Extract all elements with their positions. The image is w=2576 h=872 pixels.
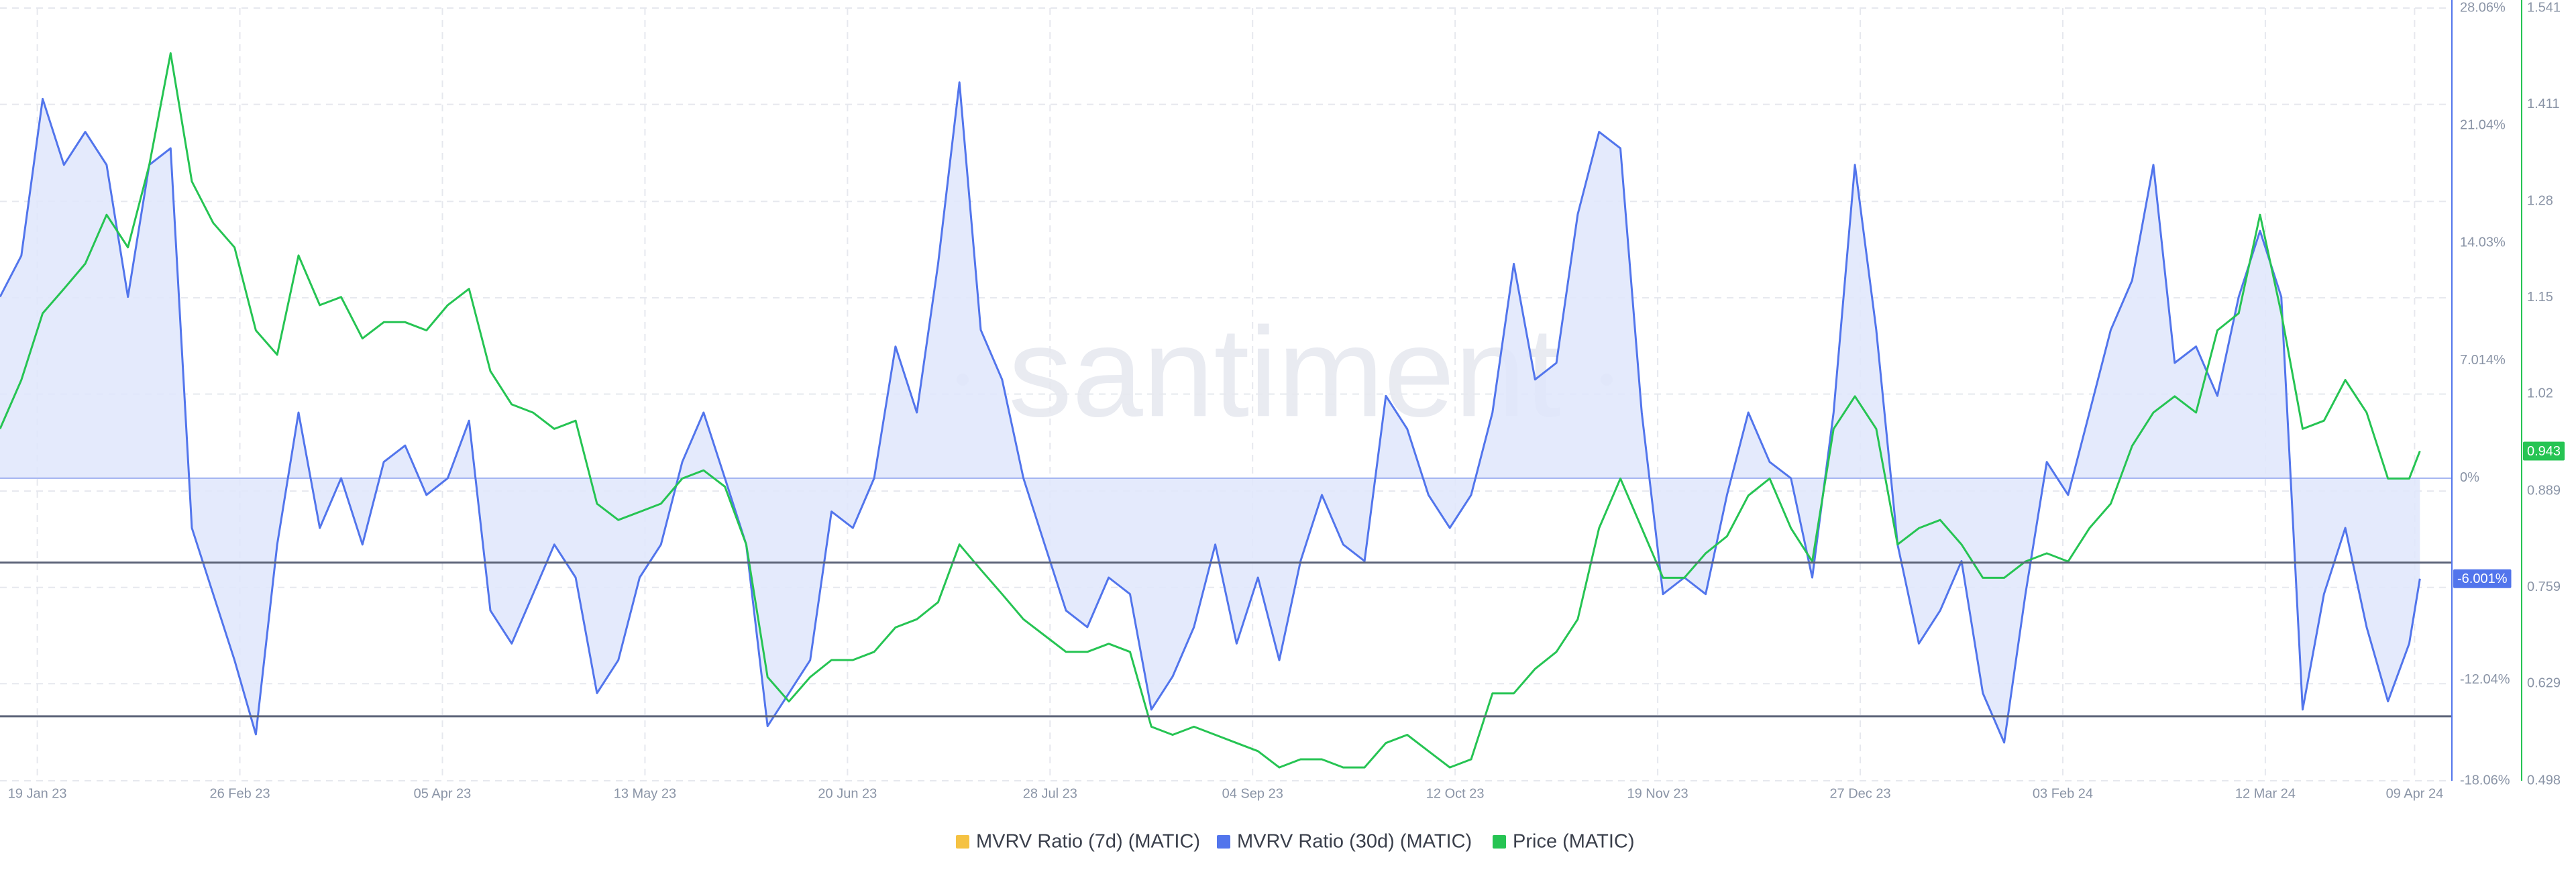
legend-label: MVRV Ratio (7d) (MATIC): [976, 831, 1200, 853]
area-fill: [0, 82, 2420, 743]
x-tick-label: 28 Jul 23: [1023, 786, 1077, 801]
x-tick-label: 27 Dec 23: [1829, 786, 1890, 801]
y-tick-label: 21.04%: [2460, 118, 2506, 133]
y2-tick-label: 1.15: [2527, 290, 2553, 305]
y2-tick-label: 1.411: [2527, 97, 2560, 111]
current-value-label: 0.943: [2527, 444, 2561, 459]
current-value-label: -6.001%: [2457, 571, 2508, 586]
y-tick-label: 7.014%: [2460, 353, 2506, 368]
x-tick-label: 12 Oct 23: [1426, 786, 1485, 801]
y2-tick-label: 1.02: [2527, 386, 2553, 401]
current-value-badge: [2523, 441, 2565, 461]
x-tick-label: 03 Feb 24: [2033, 786, 2093, 801]
y-tick-label: 28.06%: [2460, 0, 2506, 15]
legend-swatch: [1493, 835, 1506, 849]
y-tick-label: -12.04%: [2460, 672, 2510, 687]
x-tick-label: 13 May 23: [614, 786, 676, 801]
y2-tick-label: 1.541: [2527, 0, 2561, 15]
legend-label: Price (MATIC): [1513, 831, 1635, 853]
legend-label: MVRV Ratio (30d) (MATIC): [1237, 831, 1472, 853]
grid: [0, 7, 2452, 781]
x-tick-label: 12 Mar 24: [2235, 786, 2296, 801]
x-tick-label: 26 Feb 23: [210, 786, 270, 801]
x-tick-label: 20 Jun 23: [818, 786, 877, 801]
legend-swatch: [956, 835, 969, 849]
y2-tick-label: 0.498: [2527, 773, 2561, 787]
x-tick-label: 05 Apr 23: [414, 786, 472, 801]
y-tick-label: 0%: [2460, 470, 2479, 485]
y2-tick-label: 0.889: [2527, 483, 2561, 498]
y2-tick-label: 1.28: [2527, 194, 2553, 209]
x-tick-label: 04 Sep 23: [1222, 786, 1283, 801]
series-line: [0, 52, 2421, 769]
y2-tick-label: 0.629: [2527, 676, 2561, 691]
y2-tick-label: 0.759: [2527, 580, 2561, 594]
y-tick-label: -18.06%: [2460, 773, 2510, 787]
legend: MVRV Ratio (7d) (MATIC) MVRV Ratio (30d) …: [956, 831, 1635, 853]
x-tick-label: 09 Apr 24: [2386, 786, 2444, 801]
legend-swatch: [1217, 835, 1230, 849]
y-tick-label: 14.03%: [2460, 235, 2506, 250]
watermark: santiment: [1008, 301, 1561, 443]
x-tick-label: 19 Nov 23: [1627, 786, 1688, 801]
current-value-badge: [2453, 569, 2512, 588]
series-line: [0, 81, 2421, 744]
x-tick-label: 19 Jan 23: [8, 786, 67, 801]
